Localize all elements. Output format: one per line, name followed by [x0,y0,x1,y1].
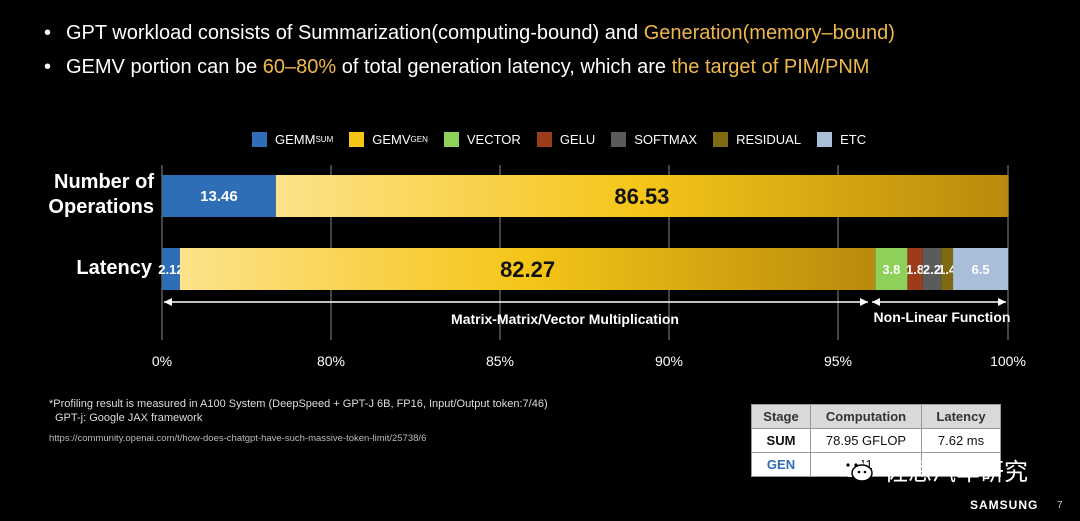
legend-item-gemv: GEMV GEN [349,132,428,147]
table-header: Latency [921,404,1001,429]
legend-item-vector: VECTOR [443,132,521,147]
tick-label: 0% [152,353,172,369]
watermark-text: 佐思汽车研究 [884,459,1028,486]
bullet-2-text: GEMV portion can be [66,56,263,78]
bullet-2: • GEMV portion can be 60–80% of total gen… [44,56,870,78]
watermark: 佐思汽车研究 [838,452,1028,487]
bar-segment-softmax [922,248,942,290]
legend-label: GELU [559,132,596,147]
bar-segment-gemv [275,175,1008,217]
bar-segment-gemm [162,248,180,290]
legend-label: RESIDUAL [736,132,802,147]
legend-swatch [443,132,459,147]
legend-label: ETC [840,132,867,147]
legend-label: VECTOR [466,132,521,147]
legend-item-etc: ETC [817,132,866,147]
tick-label: 80% [317,353,345,369]
legend-label: GEMM [275,132,316,147]
bullet-2-highlight: 60–80% [262,56,337,78]
footnote-link[interactable]: https://community.openai.com/t/how-does-… [49,433,427,444]
legend-label: SOFTMAX [634,132,698,147]
annotation-matrix: Matrix-Matrix/Vector Multiplication [451,311,679,327]
footnote-line-1: *Profiling result is measured in A100 Sy… [49,398,548,410]
wechat-icon [840,456,873,482]
tick-label: 90% [655,353,683,369]
bar-segment-residual [941,248,954,290]
legend-swatch [611,132,627,147]
bar-segment-vector [875,248,908,290]
table-cell: GEN [751,452,811,477]
table-cell: SUM [751,428,811,453]
table-cell [921,452,1001,477]
legend-swatch [252,132,267,147]
nonlinear-arrow-head-right [998,298,1006,306]
samsung-logo: SAMSUNG [970,498,1039,512]
legend-item-residual: RESIDUAL [713,132,801,147]
bar-segment-residual [1007,175,1009,217]
table-row: SUM 78.95 GFLOP 7.62 ms [751,428,1001,453]
legend-swatch [349,132,365,147]
stage-table: Stage Computation Latency SUM 78.95 GFLO… [751,404,1001,477]
bar-label: 2.12 [158,262,183,277]
footnote: *Profiling result is measured in A100 Sy… [49,397,548,425]
annotation-nonlinear: Non-Linear Function [874,309,1011,325]
row-label-ops-line1: Number of [54,171,154,193]
bullet-list: • GPT workload consists of Summarization(… [44,16,895,84]
nonlinear-arrow-head-left [872,298,880,306]
bullet-1: • GPT workload consists of Summarization(… [44,22,895,44]
tick-label: 95% [824,353,852,369]
bar-segment-etc [953,248,1008,290]
tick-label: 100% [990,353,1026,369]
table-cell: 78.95 GFLOP [810,428,922,453]
table-cell: 7.62 ms [921,428,1001,453]
bar-label: 13.46 [200,188,238,205]
row-label-ops-line2: Operations [48,196,154,218]
bar-label: 6.5 [971,262,989,277]
legend-sub: GEN [410,135,428,144]
bar-label: 86.53 [614,184,669,209]
legend-item-softmax: SOFTMAX [611,132,697,147]
bar-label: 2.2 [923,262,941,277]
bar-label: 3.8 [882,262,900,277]
legend-sub: SUM [315,135,334,144]
legend-swatch [713,132,729,147]
bullet-2-text-mid: of total generation latency, which are [336,56,672,78]
bar-label: 1.8 [906,262,924,277]
row-label-latency: Latency [76,257,152,279]
legend-swatch [817,132,833,147]
matrix-arrow-head-right [860,298,868,306]
legend-item-gelu: GELU [536,132,596,147]
bar-label: 1.4 [938,262,957,277]
bar-segment-gemv [179,248,876,290]
bullet-1-text: GPT workload consists of Summarization(c… [66,22,644,44]
table-header: Stage [751,404,811,429]
bullet-2-highlight-2: the target of PIM/PNM [671,56,870,78]
bar-label: 82.27 [500,257,555,282]
legend-item-gemm: GEMM SUM [252,132,333,147]
page-number: 7 [1057,500,1063,511]
table-header: Computation [810,404,922,429]
row-label-operations: Number of Operations [30,170,154,220]
bar-segment-gelu [907,248,923,290]
footnote-line-2: GPT-j: Google JAX framework [55,412,203,424]
bar-segment-gemm [162,175,276,217]
tick-label: 85% [486,353,514,369]
chart-legend: GEMM SUM GEMV GEN VECTOR GELU SOFTMAX RESI… [252,132,882,147]
legend-label: GEMV [372,132,411,147]
legend-swatch [536,132,552,147]
bullet-1-highlight: Generation(memory–bound) [643,22,895,44]
matrix-arrow-head-left [164,298,172,306]
table-header-row: Stage Computation Latency [751,404,1001,429]
